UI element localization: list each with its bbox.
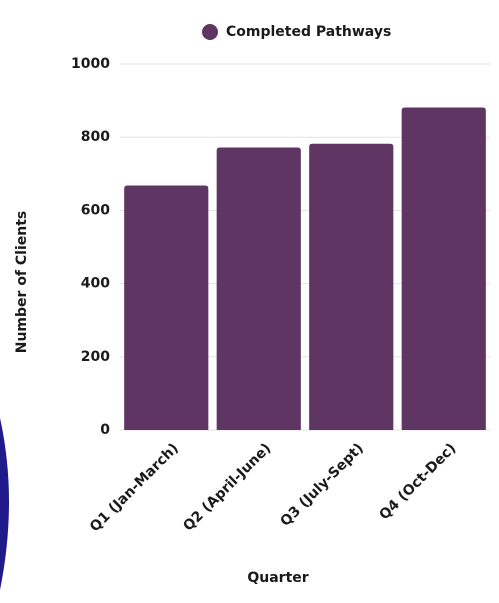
- bar: [216, 147, 301, 430]
- y-tick-label: 400: [81, 276, 110, 292]
- x-tick-label: Q4 (Oct-Dec): [376, 440, 459, 523]
- y-tick-label: 1000: [71, 56, 110, 72]
- legend-marker: [202, 24, 218, 40]
- y-tick-label: 200: [81, 349, 110, 365]
- x-tick-label: Q3 (July-Sept): [277, 440, 366, 529]
- y-tick-label: 800: [81, 129, 110, 145]
- decoration: [0, 418, 9, 590]
- y-axis-title: Number of Clients: [14, 211, 30, 354]
- bar: [401, 107, 486, 430]
- bar: [309, 143, 394, 430]
- x-tick-label: Q1 (Jan-March): [87, 440, 182, 535]
- bar: [124, 185, 209, 430]
- legend-label: Completed Pathways: [226, 24, 391, 40]
- x-axis-title: Quarter: [247, 570, 308, 586]
- x-tick-label: Q2 (April-June): [180, 440, 274, 534]
- y-tick-label: 600: [81, 202, 110, 218]
- y-tick-label: 0: [100, 422, 110, 438]
